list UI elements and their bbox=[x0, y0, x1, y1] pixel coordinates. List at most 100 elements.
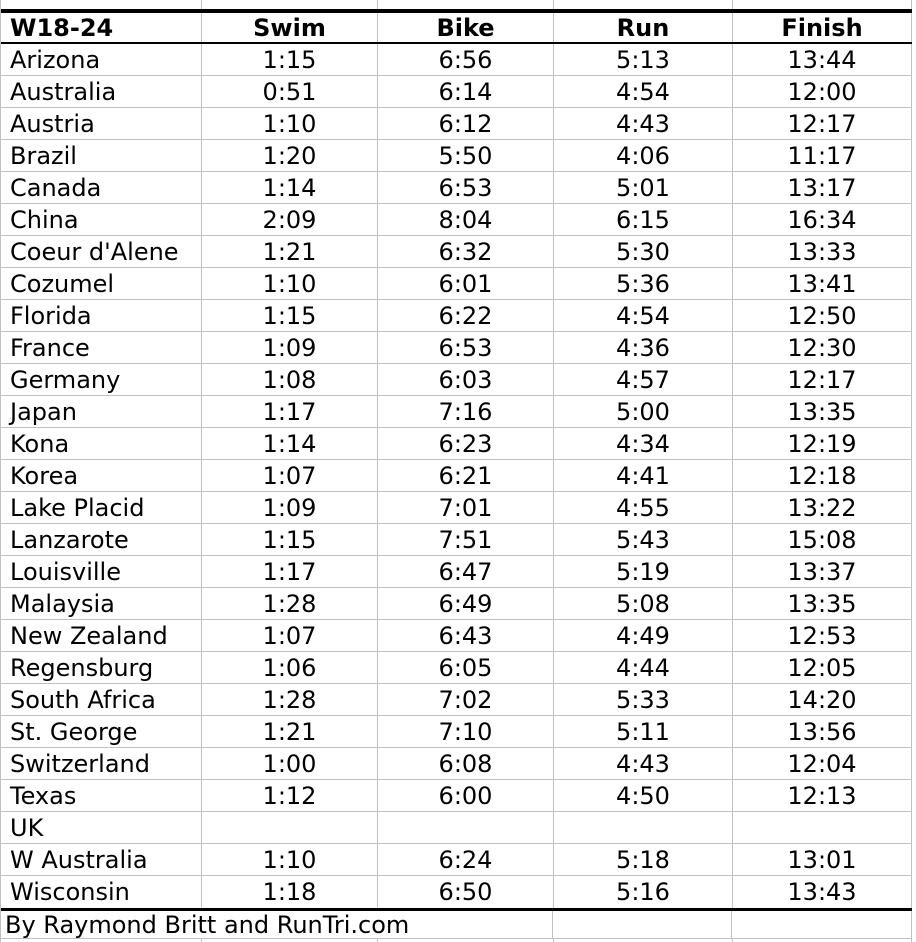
run-cell[interactable]: 5:19 bbox=[554, 556, 733, 588]
run-cell[interactable]: 4:55 bbox=[554, 492, 733, 524]
finish-cell[interactable]: 13:43 bbox=[733, 876, 912, 908]
run-cell[interactable]: 5:43 bbox=[554, 524, 733, 556]
bike-cell[interactable]: 6:53 bbox=[378, 332, 554, 364]
location-cell[interactable]: Lanzarote bbox=[1, 524, 202, 556]
swim-cell[interactable]: 1:28 bbox=[202, 684, 378, 716]
location-cell[interactable]: Cozumel bbox=[1, 268, 202, 300]
finish-cell[interactable]: 13:37 bbox=[733, 556, 912, 588]
finish-cell[interactable]: 12:19 bbox=[733, 428, 912, 460]
bike-cell[interactable]: 6:24 bbox=[378, 844, 554, 876]
run-cell[interactable]: 4:43 bbox=[554, 108, 733, 140]
swim-cell[interactable] bbox=[202, 812, 378, 844]
swim-cell[interactable]: 1:20 bbox=[202, 140, 378, 172]
run-cell[interactable]: 5:01 bbox=[554, 172, 733, 204]
location-cell[interactable]: St. George bbox=[1, 716, 202, 748]
finish-cell[interactable]: 12:00 bbox=[733, 76, 912, 108]
swim-cell[interactable]: 1:10 bbox=[202, 844, 378, 876]
bike-cell[interactable]: 6:00 bbox=[378, 780, 554, 812]
finish-cell[interactable]: 13:44 bbox=[733, 44, 912, 76]
location-cell[interactable]: Arizona bbox=[1, 44, 202, 76]
location-cell[interactable]: Kona bbox=[1, 428, 202, 460]
swim-cell[interactable]: 1:09 bbox=[202, 492, 378, 524]
swim-cell[interactable]: 1:07 bbox=[202, 620, 378, 652]
run-cell[interactable]: 4:50 bbox=[554, 780, 733, 812]
location-cell[interactable]: France bbox=[1, 332, 202, 364]
column-header-bike[interactable]: Bike bbox=[378, 13, 554, 42]
swim-cell[interactable]: 1:15 bbox=[202, 524, 378, 556]
bike-cell[interactable]: 6:21 bbox=[378, 460, 554, 492]
column-header-group[interactable]: W18-24 bbox=[1, 13, 202, 42]
run-cell[interactable]: 5:13 bbox=[554, 44, 733, 76]
finish-cell[interactable]: 16:34 bbox=[733, 204, 912, 236]
bike-cell[interactable]: 6:50 bbox=[378, 876, 554, 908]
location-cell[interactable]: New Zealand bbox=[1, 620, 202, 652]
location-cell[interactable]: Regensburg bbox=[1, 652, 202, 684]
bike-cell[interactable]: 6:47 bbox=[378, 556, 554, 588]
run-cell[interactable]: 4:49 bbox=[554, 620, 733, 652]
finish-cell[interactable]: 15:08 bbox=[733, 524, 912, 556]
finish-cell[interactable]: 12:04 bbox=[733, 748, 912, 780]
bike-cell[interactable]: 7:10 bbox=[378, 716, 554, 748]
run-cell[interactable]: 5:08 bbox=[554, 588, 733, 620]
finish-cell[interactable]: 13:35 bbox=[733, 588, 912, 620]
bike-cell[interactable]: 6:22 bbox=[378, 300, 554, 332]
finish-cell[interactable]: 14:20 bbox=[733, 684, 912, 716]
finish-cell[interactable]: 13:17 bbox=[733, 172, 912, 204]
bike-cell[interactable]: 7:01 bbox=[378, 492, 554, 524]
swim-cell[interactable]: 1:10 bbox=[202, 108, 378, 140]
bike-cell[interactable]: 8:04 bbox=[378, 204, 554, 236]
finish-cell[interactable]: 13:35 bbox=[733, 396, 912, 428]
bike-cell[interactable]: 6:14 bbox=[378, 76, 554, 108]
finish-cell[interactable]: 13:01 bbox=[733, 844, 912, 876]
swim-cell[interactable]: 1:12 bbox=[202, 780, 378, 812]
swim-cell[interactable]: 1:15 bbox=[202, 44, 378, 76]
swim-cell[interactable]: 2:09 bbox=[202, 204, 378, 236]
column-header-run[interactable]: Run bbox=[554, 13, 733, 42]
finish-cell[interactable]: 13:22 bbox=[733, 492, 912, 524]
run-cell[interactable]: 4:54 bbox=[554, 76, 733, 108]
run-cell[interactable]: 5:30 bbox=[554, 236, 733, 268]
finish-cell[interactable]: 12:13 bbox=[733, 780, 912, 812]
column-header-finish[interactable]: Finish bbox=[733, 13, 912, 42]
run-cell[interactable] bbox=[554, 812, 733, 844]
finish-cell[interactable]: 12:17 bbox=[733, 108, 912, 140]
location-cell[interactable]: Coeur d'Alene bbox=[1, 236, 202, 268]
bike-cell[interactable]: 7:16 bbox=[378, 396, 554, 428]
run-cell[interactable]: 4:41 bbox=[554, 460, 733, 492]
bike-cell[interactable]: 6:56 bbox=[378, 44, 554, 76]
location-cell[interactable]: Germany bbox=[1, 364, 202, 396]
run-cell[interactable]: 4:06 bbox=[554, 140, 733, 172]
empty-cell[interactable] bbox=[732, 911, 912, 939]
bike-cell[interactable]: 6:23 bbox=[378, 428, 554, 460]
swim-cell[interactable]: 1:15 bbox=[202, 300, 378, 332]
bike-cell[interactable]: 6:03 bbox=[378, 364, 554, 396]
location-cell[interactable]: Austria bbox=[1, 108, 202, 140]
bike-cell[interactable]: 5:50 bbox=[378, 140, 554, 172]
finish-cell[interactable]: 12:53 bbox=[733, 620, 912, 652]
finish-cell[interactable]: 12:18 bbox=[733, 460, 912, 492]
location-cell[interactable]: Lake Placid bbox=[1, 492, 202, 524]
location-cell[interactable]: Korea bbox=[1, 460, 202, 492]
bike-cell[interactable]: 6:49 bbox=[378, 588, 554, 620]
bike-cell[interactable]: 6:53 bbox=[378, 172, 554, 204]
finish-cell[interactable]: 12:17 bbox=[733, 364, 912, 396]
finish-cell[interactable]: 12:30 bbox=[733, 332, 912, 364]
location-cell[interactable]: UK bbox=[1, 812, 202, 844]
swim-cell[interactable]: 1:21 bbox=[202, 716, 378, 748]
location-cell[interactable]: Florida bbox=[1, 300, 202, 332]
run-cell[interactable]: 5:36 bbox=[554, 268, 733, 300]
location-cell[interactable]: South Africa bbox=[1, 684, 202, 716]
swim-cell[interactable]: 1:06 bbox=[202, 652, 378, 684]
location-cell[interactable]: Wisconsin bbox=[1, 876, 202, 908]
run-cell[interactable]: 5:18 bbox=[554, 844, 733, 876]
finish-cell[interactable]: 13:56 bbox=[733, 716, 912, 748]
bike-cell[interactable]: 7:02 bbox=[378, 684, 554, 716]
run-cell[interactable]: 4:54 bbox=[554, 300, 733, 332]
attribution-text[interactable]: By Raymond Britt and RunTri.com bbox=[1, 911, 554, 939]
location-cell[interactable]: Australia bbox=[1, 76, 202, 108]
swim-cell[interactable]: 1:14 bbox=[202, 428, 378, 460]
finish-cell[interactable]: 12:50 bbox=[733, 300, 912, 332]
finish-cell[interactable]: 11:17 bbox=[733, 140, 912, 172]
swim-cell[interactable]: 1:07 bbox=[202, 460, 378, 492]
swim-cell[interactable]: 1:28 bbox=[202, 588, 378, 620]
